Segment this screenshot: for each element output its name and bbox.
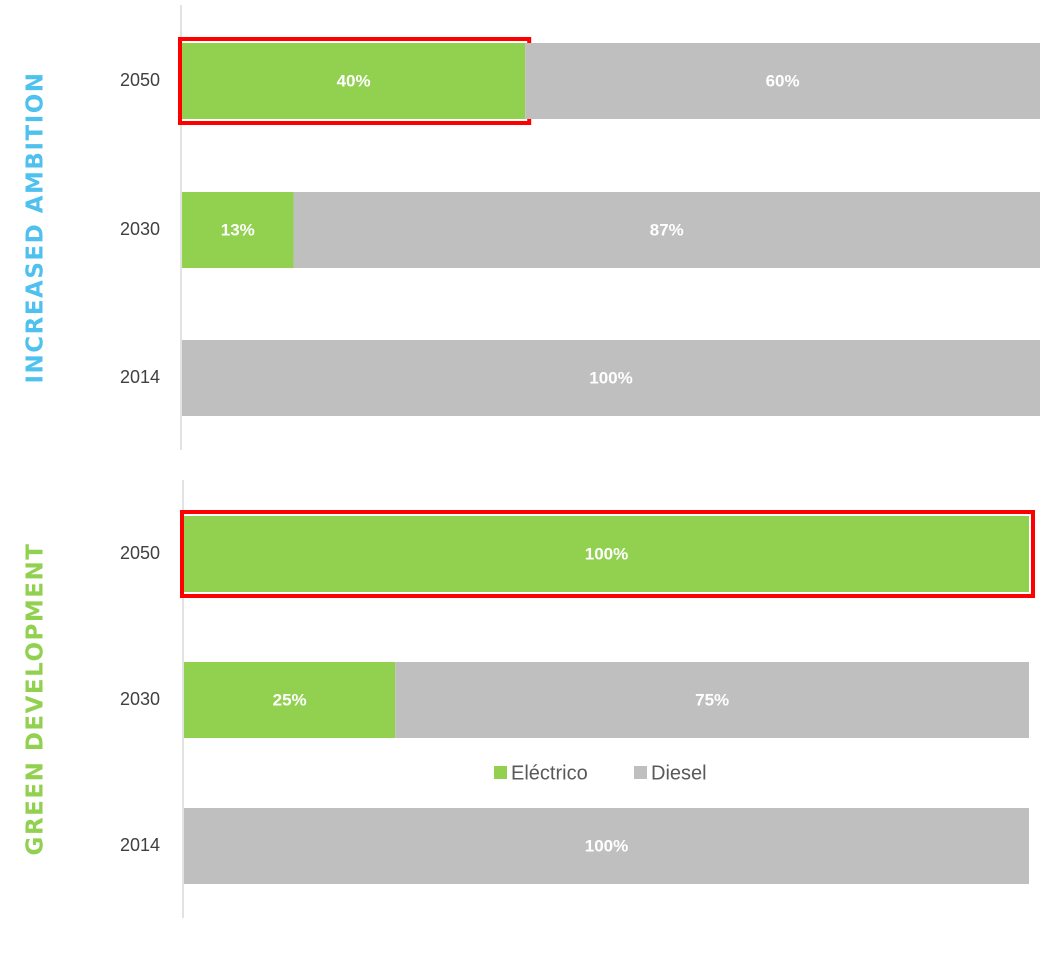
value-label: 25% xyxy=(273,690,307,709)
bar-segment xyxy=(184,516,1029,592)
group-label: GREEN DEVELOPMENT xyxy=(23,543,49,856)
category-label: 2050 xyxy=(120,70,160,90)
bar-segment xyxy=(395,662,1029,738)
bar-segment xyxy=(182,340,1040,416)
highlight-box xyxy=(180,510,1035,598)
legend-swatch xyxy=(494,766,507,779)
legend-label: Diesel xyxy=(651,762,707,784)
bar-segment xyxy=(525,43,1040,119)
value-label: 87% xyxy=(650,220,684,239)
value-label: 13% xyxy=(221,220,255,239)
category-label: 2030 xyxy=(120,689,160,709)
bar-segment xyxy=(184,808,1029,884)
value-label: 100% xyxy=(589,368,632,387)
category-label: 2030 xyxy=(120,219,160,239)
legend-label: Eléctrico xyxy=(511,762,588,784)
bar-segment xyxy=(182,192,294,268)
bar-segment xyxy=(293,192,1040,268)
legend-swatch xyxy=(634,766,647,779)
value-label: 75% xyxy=(695,690,729,709)
bar-segment xyxy=(184,662,396,738)
value-label: 100% xyxy=(585,544,628,563)
group-label: INCREASED AMBITION xyxy=(23,71,49,383)
category-label: 2014 xyxy=(120,835,160,855)
value-label: 60% xyxy=(766,71,800,90)
value-label: 40% xyxy=(337,71,371,90)
bar-segment xyxy=(182,43,526,119)
category-label: 2014 xyxy=(120,367,160,387)
category-label: 2050 xyxy=(120,543,160,563)
value-label: 100% xyxy=(585,836,628,855)
